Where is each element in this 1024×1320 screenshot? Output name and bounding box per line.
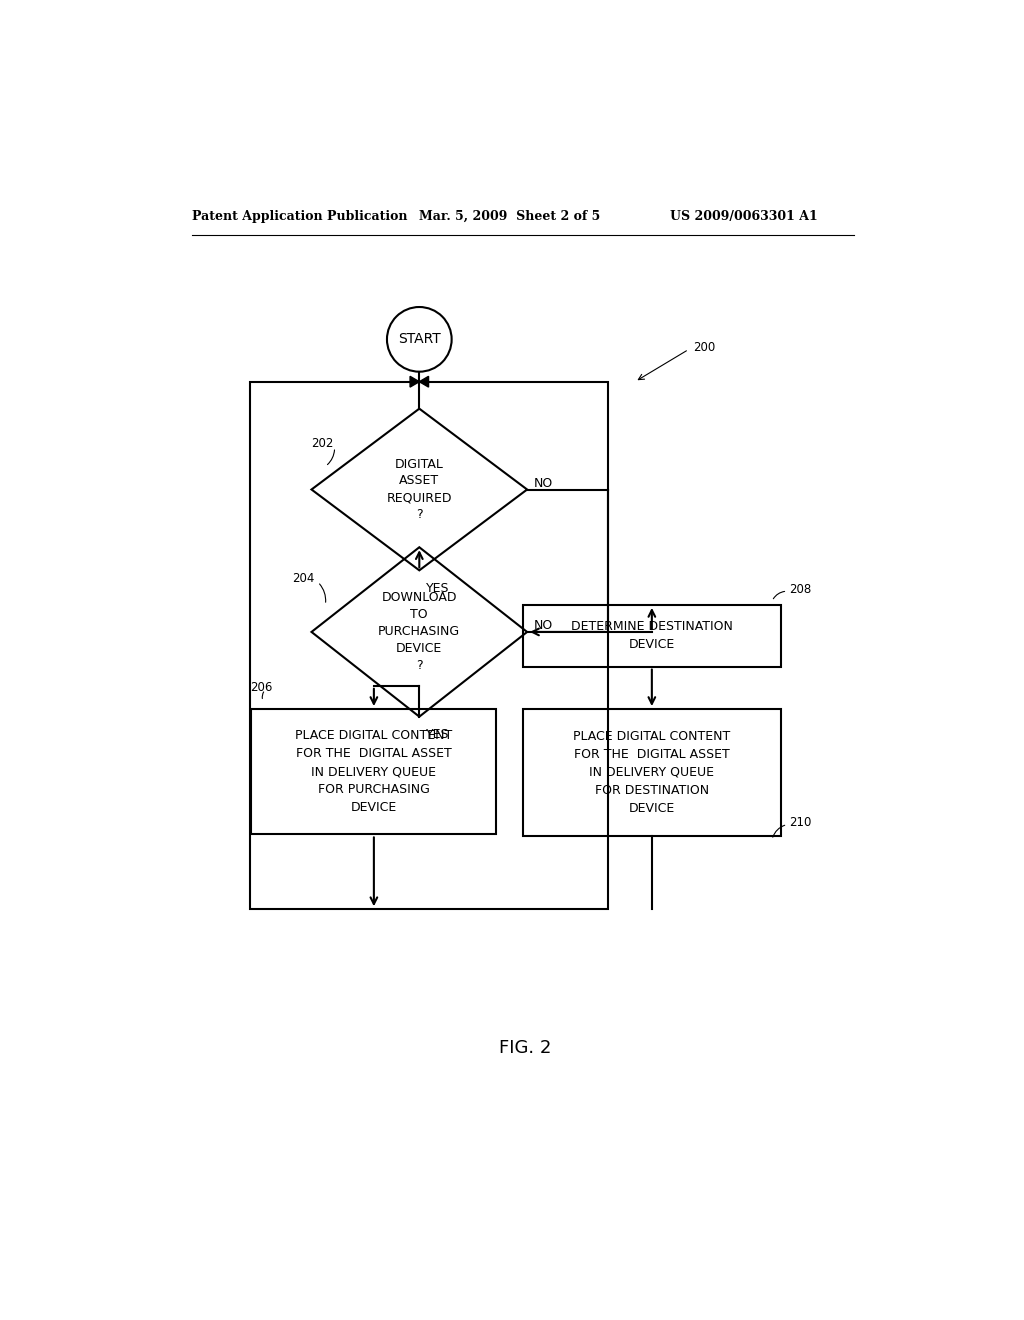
Text: 210: 210	[788, 816, 811, 829]
Polygon shape	[419, 376, 429, 387]
Text: US 2009/0063301 A1: US 2009/0063301 A1	[670, 210, 817, 223]
Polygon shape	[410, 376, 419, 387]
Text: 202: 202	[311, 437, 334, 450]
Text: PLACE DIGITAL CONTENT
FOR THE  DIGITAL ASSET
IN DELIVERY QUEUE
FOR PURCHASING
DE: PLACE DIGITAL CONTENT FOR THE DIGITAL AS…	[295, 729, 453, 814]
Text: 208: 208	[788, 583, 811, 597]
Text: 204: 204	[292, 572, 314, 585]
Text: DETERMINE DESTINATION
DEVICE: DETERMINE DESTINATION DEVICE	[571, 620, 733, 651]
Text: Patent Application Publication: Patent Application Publication	[193, 210, 408, 223]
Text: FIG. 2: FIG. 2	[499, 1039, 551, 1057]
Text: NO: NO	[534, 619, 553, 632]
Text: NO: NO	[534, 477, 553, 490]
Text: YES: YES	[425, 729, 449, 742]
Text: DOWNLOAD
TO
PURCHASING
DEVICE
?: DOWNLOAD TO PURCHASING DEVICE ?	[378, 591, 461, 672]
Text: DIGITAL
ASSET
REQUIRED
?: DIGITAL ASSET REQUIRED ?	[387, 458, 452, 521]
Text: 200: 200	[692, 341, 715, 354]
Text: START: START	[398, 333, 440, 346]
Text: YES: YES	[425, 582, 449, 595]
Text: PLACE DIGITAL CONTENT
FOR THE  DIGITAL ASSET
IN DELIVERY QUEUE
FOR DESTINATION
D: PLACE DIGITAL CONTENT FOR THE DIGITAL AS…	[573, 730, 730, 814]
Text: Mar. 5, 2009  Sheet 2 of 5: Mar. 5, 2009 Sheet 2 of 5	[419, 210, 600, 223]
Text: 206: 206	[250, 681, 272, 694]
